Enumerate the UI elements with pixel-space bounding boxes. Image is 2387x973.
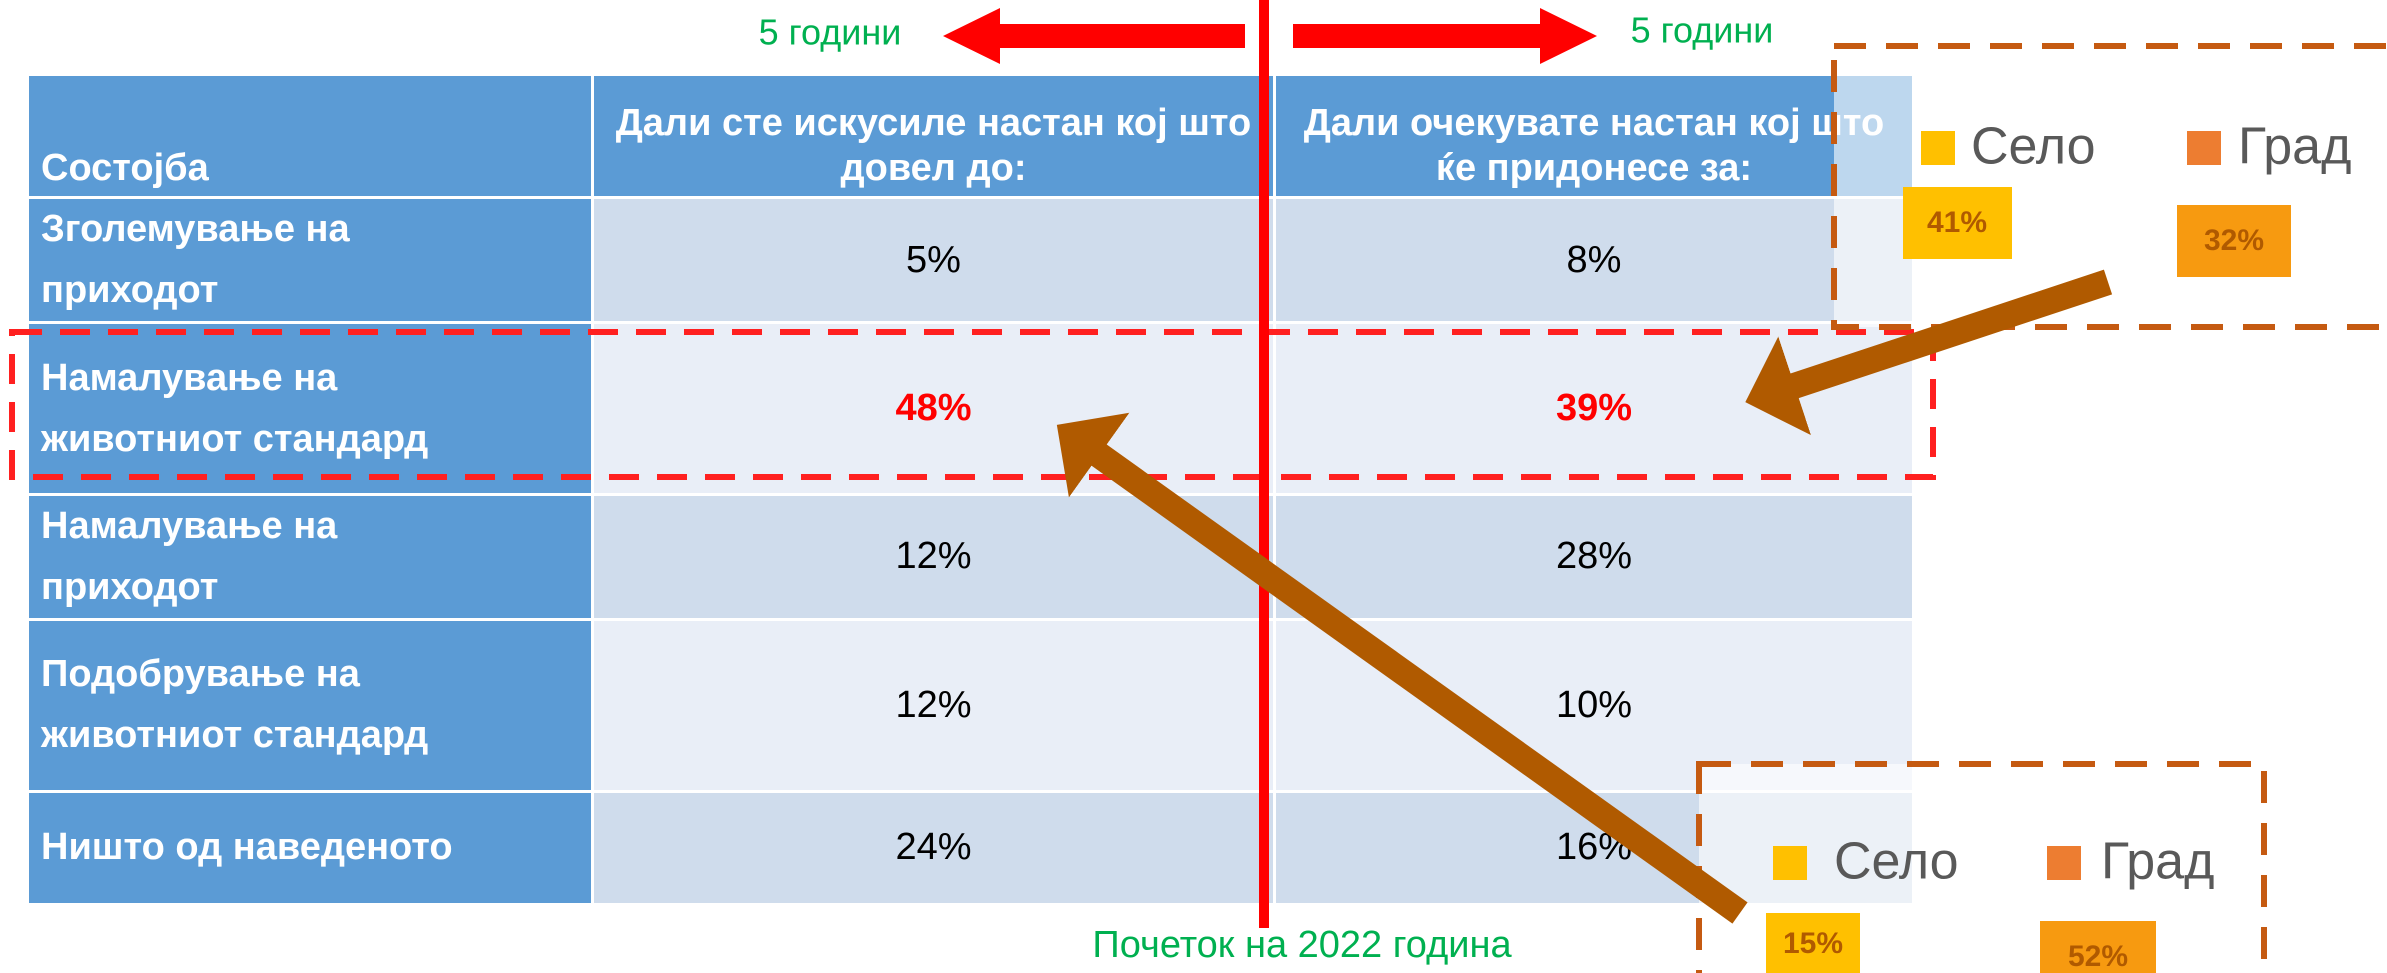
value-label: 41% bbox=[1927, 206, 1987, 239]
highlight-box bbox=[12, 332, 1933, 477]
arrow-label: 5 години bbox=[1631, 10, 1774, 51]
overlay: 5 години 5 години Почеток на 2022 година… bbox=[0, 0, 2387, 973]
legend-swatch bbox=[2187, 131, 2221, 165]
value-label: 15% bbox=[1783, 927, 1843, 960]
legend-label: Село bbox=[1971, 118, 2096, 176]
arrow-right bbox=[1293, 8, 1597, 64]
legend-label: Град bbox=[2238, 118, 2351, 176]
arrow-left bbox=[943, 8, 1245, 64]
legend-swatch bbox=[1773, 846, 1807, 880]
value-label: 52% bbox=[2068, 940, 2128, 973]
value-label: 32% bbox=[2204, 224, 2264, 257]
legend-swatch bbox=[1921, 131, 1955, 165]
legend-label: Село bbox=[1834, 833, 1959, 891]
legend-box bbox=[1834, 46, 2387, 327]
legend-swatch bbox=[2047, 846, 2081, 880]
pointer-arrow bbox=[1078, 440, 1740, 913]
page: Состојба Дали сте искусиле настан кој шт… bbox=[0, 0, 2387, 973]
legend-label: Град bbox=[2101, 833, 2214, 891]
caption: Почеток на 2022 година bbox=[1092, 924, 1512, 966]
arrow-label: 5 години bbox=[759, 12, 902, 53]
